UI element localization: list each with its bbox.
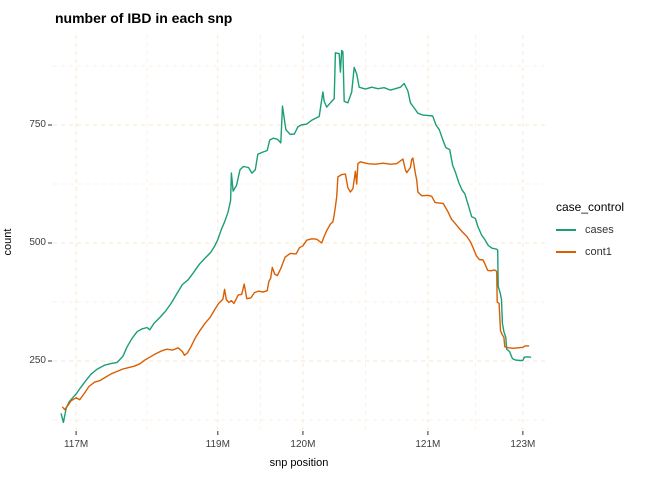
x-axis-title: snp position (269, 457, 329, 469)
x-tick-label: 119M (205, 439, 230, 450)
y-tick-label: 500 (29, 237, 46, 248)
legend: case_control cases cont1 (556, 200, 624, 268)
legend-item-cont1: cont1 (556, 246, 624, 258)
legend-label-cases: cases (585, 224, 614, 236)
legend-title: case_control (556, 200, 625, 214)
cases-line-key-icon (556, 229, 576, 231)
cont1-line-key-icon (556, 251, 576, 253)
series-line-cont1 (62, 157, 530, 411)
x-tick-label: 120M (290, 439, 316, 450)
y-tick-label: 750 (29, 119, 46, 130)
x-tick-label: 123M (510, 439, 536, 450)
series-line-cases (60, 49, 532, 424)
plot-title: number of IBD in each snp (55, 10, 233, 26)
y-axis-title: count (2, 228, 14, 256)
x-tick-label: 121M (415, 439, 441, 450)
x-tick-label: 117M (63, 439, 89, 450)
y-tick-label: 250 (29, 355, 46, 366)
legend-label-cont1: cont1 (585, 246, 612, 258)
legend-item-cases: cases (556, 224, 624, 236)
